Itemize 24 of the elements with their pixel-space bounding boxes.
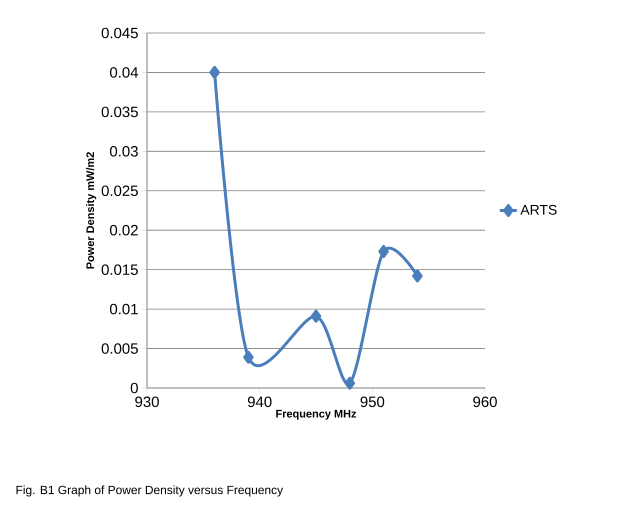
point (310, 310, 322, 323)
point (243, 350, 254, 364)
x-tick-label: 940 (248, 396, 272, 408)
y-tick-label: 0.005 (102, 343, 138, 354)
y-tick-label: 0.015 (102, 264, 138, 275)
y-tick-label: 0.035 (102, 106, 138, 118)
y-tick-label: 0 (130, 382, 138, 394)
y-tick-label: 0.03 (110, 146, 138, 157)
x-axis-title: Frequency MHz (276, 410, 356, 420)
x-tick-label: 930 (135, 396, 159, 408)
legend-label: ARTS (520, 204, 557, 215)
y-tick-label: 0.025 (102, 185, 138, 196)
y-tick-label: 0.02 (110, 224, 138, 236)
x-tick-label: 950 (360, 396, 384, 408)
point (412, 269, 423, 282)
y-axis-title: Power Density mW/m2 (86, 152, 96, 269)
y-tick-label: 0.045 (102, 28, 138, 38)
caption: Fig. B1 Graph of Power Density versus Frequency (16, 485, 284, 497)
x-tick-label: 960 (473, 396, 497, 408)
point (209, 66, 220, 79)
point (344, 376, 356, 390)
y-tick-label: 0.01 (110, 304, 138, 314)
point (378, 245, 389, 258)
y-tick-label: 0.04 (110, 67, 138, 78)
